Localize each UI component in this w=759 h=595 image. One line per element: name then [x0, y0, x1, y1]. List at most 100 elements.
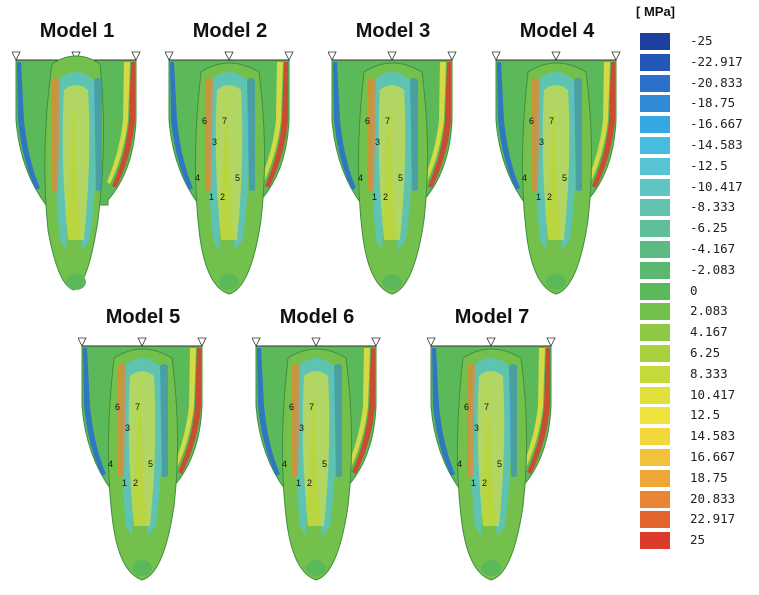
legend-swatch	[640, 220, 670, 238]
stress-band	[52, 78, 60, 191]
legend-swatch	[640, 303, 670, 321]
region-label: 2	[547, 192, 552, 202]
post-region	[302, 371, 330, 526]
tension-zone	[527, 348, 550, 474]
stress-plot	[12, 51, 141, 291]
legend-label: -25	[690, 33, 713, 48]
region-label: 5	[322, 459, 327, 469]
region-label: 7	[484, 402, 489, 412]
legend-label: -16.667	[690, 116, 743, 132]
legend-swatch	[640, 53, 670, 71]
legend-label: -22.917	[690, 53, 743, 69]
legend-label: -14.583	[690, 137, 743, 152]
region-label: 6	[202, 116, 207, 126]
support-marker	[611, 51, 621, 61]
legend-swatch	[640, 33, 670, 50]
support-marker	[311, 337, 321, 347]
tension-zone	[587, 62, 610, 184]
post-region	[477, 371, 505, 526]
legend-label: -12.5	[690, 157, 728, 173]
legend-label: 14.583	[690, 428, 736, 444]
compression-zone	[257, 348, 280, 476]
region-label: 5	[235, 173, 240, 183]
region-label: 2	[133, 478, 138, 488]
region-label: 4	[108, 459, 113, 469]
legend-swatch	[640, 407, 670, 425]
region-label: 4	[457, 459, 462, 469]
support-marker	[252, 337, 261, 347]
post-region	[128, 371, 156, 526]
region-label: 6	[464, 402, 469, 412]
tension-zone	[260, 62, 283, 184]
region-label: 7	[385, 116, 390, 126]
tension-zone	[428, 62, 451, 188]
stress-plot: 6 7 3 4 5 1 2	[165, 51, 294, 295]
stress-band	[292, 364, 300, 477]
region-label: 2	[383, 192, 388, 202]
legend-swatch	[640, 199, 670, 217]
legend-label: 4.167	[690, 324, 728, 340]
tension-zone	[265, 62, 288, 188]
model-title: Model 5	[105, 306, 181, 328]
tension-zone	[352, 348, 375, 474]
root-apex	[219, 274, 239, 290]
legend-swatch	[640, 345, 670, 362]
support-marker	[387, 51, 397, 61]
region-label: 1	[372, 192, 377, 202]
region-label: 6	[529, 116, 534, 126]
root-apex	[132, 560, 152, 576]
stress-band	[532, 78, 540, 191]
root-apex	[382, 274, 402, 290]
model-title: Model 1	[39, 20, 115, 42]
stress-plot: 6 7 3 4 5 1 2	[492, 51, 621, 295]
legend-swatch	[640, 116, 670, 134]
legend-label: 16.667	[690, 449, 736, 464]
legend-label: 10.417	[690, 386, 736, 402]
support-marker	[447, 51, 457, 61]
stress-band	[160, 364, 168, 477]
compression-zone	[83, 348, 106, 476]
stress-band	[94, 78, 102, 191]
region-label: 2	[220, 192, 225, 202]
post-region	[62, 85, 90, 240]
legend-swatch	[640, 137, 670, 154]
stress-band	[467, 364, 475, 477]
support-marker	[427, 337, 436, 347]
region-label: 6	[365, 116, 370, 126]
support-marker	[224, 51, 234, 61]
post-region	[378, 85, 406, 240]
region-label: 6	[289, 402, 294, 412]
tension-zone	[178, 348, 201, 474]
model-title: Model 6	[279, 306, 355, 328]
support-marker	[165, 51, 174, 61]
region-label: 7	[309, 402, 314, 412]
tension-zone	[107, 62, 130, 184]
stress-plot: 6 7 3 4 5 1 2	[328, 51, 457, 295]
legend-label: 25	[690, 532, 706, 548]
compression-zone	[17, 62, 40, 190]
region-label: 3	[539, 137, 544, 147]
support-marker	[197, 337, 207, 347]
support-marker	[137, 337, 147, 347]
region-label: 3	[375, 137, 380, 147]
region-label: 1	[471, 478, 476, 488]
region-label: 3	[212, 137, 217, 147]
region-label: 1	[296, 478, 301, 488]
region-label: 4	[195, 173, 200, 183]
legend-label: 22.917	[690, 511, 736, 527]
legend-swatch	[640, 74, 670, 92]
legend-swatch	[640, 261, 670, 279]
root-apex	[481, 560, 501, 576]
legend-label: 8.333	[690, 365, 728, 381]
region-label: 5	[562, 173, 567, 183]
legend-swatch	[640, 469, 670, 487]
legend-label: 2.083	[690, 303, 728, 319]
tension-zone	[423, 62, 446, 184]
stress-band	[247, 78, 255, 191]
legend-swatch	[640, 365, 670, 383]
legend-swatch	[640, 178, 670, 196]
region-label: 1	[122, 478, 127, 488]
legend-label: -8.333	[690, 199, 736, 215]
region-label: 7	[222, 116, 227, 126]
